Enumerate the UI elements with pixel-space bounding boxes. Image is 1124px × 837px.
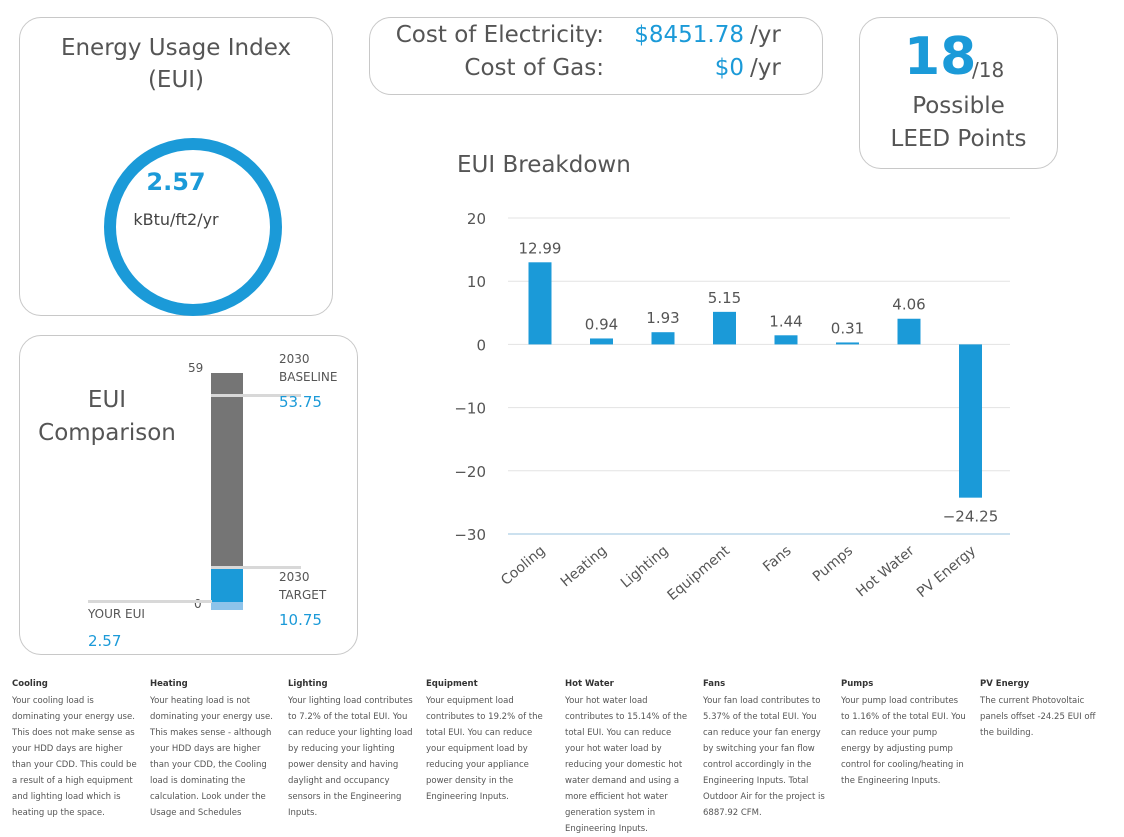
description-text: Your hot water load contributes to 15.14…	[565, 696, 688, 834]
description-fans: Fans Your fan load contributes to 5.37% o…	[703, 676, 828, 821]
leed-points-value: 18	[904, 27, 977, 87]
description-title: Pumps	[841, 679, 874, 689]
description-text: Your pump load contributes to 1.16% of t…	[841, 696, 966, 786]
x-tick-label: Heating	[558, 543, 610, 591]
bar-equipment	[713, 311, 736, 345]
your-eui-value: 2.57	[88, 632, 122, 650]
data-label: 1.93	[646, 309, 679, 327]
target-label: 2030 TARGET	[279, 568, 326, 604]
eui-title-line2: (EUI)	[147, 67, 205, 93]
x-tick-label: Hot Water	[853, 543, 917, 601]
description-equipment: Equipment Your equipment load contributes…	[426, 676, 551, 805]
baseline-label-line2: BASELINE	[279, 370, 338, 384]
target-label-line2: TARGET	[279, 588, 327, 602]
bar-pumps	[836, 342, 859, 345]
eui-breakdown-chart: 20 10 0 −10 −20 −30 12.99 Cooling 0.94 Heating 1.9…	[454, 210, 1010, 604]
bar-fans	[774, 335, 798, 345]
data-label: −24.25	[943, 508, 999, 526]
description-title: Heating	[150, 679, 188, 689]
baseline-label-line1: 2030	[279, 352, 310, 366]
eui-value: 2.57	[146, 168, 206, 196]
x-tick-label: Equipment	[665, 542, 734, 603]
comparison-max-label: 59	[188, 361, 204, 375]
description-title: Fans	[703, 679, 726, 689]
description-title: Hot Water	[565, 679, 614, 689]
description-hot-water: Hot Water Your hot water load contributes…	[565, 676, 690, 837]
electricity-cost-row: Cost of Electricity: $8451.78 /yr	[370, 22, 824, 56]
description-text: Your cooling load is dominating your ene…	[12, 696, 137, 818]
bar-cooling	[528, 262, 552, 345]
data-label: 5.15	[708, 289, 741, 307]
y-tick-label: −20	[454, 463, 486, 481]
y-tick-label: −10	[454, 400, 486, 418]
description-pumps: Pumps Your pump load contributes to 1.16%…	[841, 676, 966, 789]
description-text: Your heating load is not dominating your…	[150, 696, 273, 818]
description-text: Your lighting load contributes to 7.2% o…	[288, 696, 413, 818]
gas-cost-row: Cost of Gas: $0 /yr	[370, 55, 824, 89]
description-title: Lighting	[288, 679, 328, 689]
description-text: Your equipment load contributes to 19.2%…	[426, 696, 543, 802]
electricity-cost-value: $8451.78	[634, 22, 744, 48]
data-label: 1.44	[769, 312, 802, 330]
your-eui-bar	[211, 602, 243, 610]
description-text: Your fan load contributes to 5.37% of th…	[703, 696, 825, 818]
bar-hot-water	[897, 318, 921, 345]
x-tick-label: Cooling	[498, 543, 548, 589]
bar-lighting	[651, 332, 675, 345]
eui-comparison-card: EUI Comparison 59 0 2030 BASELINE 53.75 …	[19, 335, 358, 655]
gas-cost-value: $0	[714, 55, 744, 81]
data-label: 4.06	[892, 296, 925, 314]
eui-comparison-title: EUI Comparison	[32, 384, 182, 450]
gas-cost-label: Cost of Gas:	[464, 55, 604, 81]
target-value: 10.75	[279, 611, 322, 629]
description-pv-energy: PV Energy The current Photovoltaic panels…	[980, 676, 1105, 741]
y-tick-label: 10	[467, 273, 486, 291]
bar-pv-energy	[959, 344, 982, 498]
cost-card: Cost of Electricity: $8451.78 /yr Cost o…	[369, 17, 823, 95]
bar-heating	[590, 338, 613, 345]
leed-points-total: /18	[972, 58, 1005, 82]
data-label: 0.94	[585, 315, 618, 333]
leed-label: Possible LEED Points	[860, 90, 1057, 156]
eui-title-line1: Energy Usage Index	[60, 35, 292, 61]
baseline-value: 53.75	[279, 393, 322, 411]
description-title: Equipment	[426, 679, 478, 689]
chart-title: EUI Breakdown	[457, 152, 631, 178]
data-label: 12.99	[519, 239, 562, 257]
eui-comparison-title-line2: Comparison	[38, 420, 176, 446]
leed-card: 18 /18 Possible LEED Points	[859, 17, 1058, 169]
target-bar	[211, 568, 243, 603]
x-tick-label: Pumps	[810, 543, 856, 585]
y-tick-label: 20	[467, 210, 486, 228]
description-heating: Heating Your heating load is not dominati…	[150, 676, 275, 821]
baseline-marker-line	[211, 394, 301, 397]
your-eui-label: YOUR EUI	[88, 607, 145, 621]
y-tick-label: −30	[454, 526, 486, 544]
leed-label-line1: Possible	[912, 93, 1005, 119]
leed-label-line2: LEED Points	[890, 126, 1027, 152]
electricity-cost-label: Cost of Electricity:	[395, 22, 604, 48]
eui-title: Energy Usage Index (EUI)	[20, 32, 332, 96]
x-tick-label: Lighting	[618, 543, 672, 592]
comparison-zero-label: 0	[194, 597, 202, 611]
description-title: Cooling	[12, 679, 48, 689]
data-label: 0.31	[831, 319, 864, 337]
description-cooling: Cooling Your cooling load is dominating y…	[12, 676, 137, 821]
x-tick-label: PV Energy	[914, 543, 979, 601]
description-text: The current Photovoltaic panels offset -…	[980, 696, 1096, 738]
baseline-label: 2030 BASELINE	[279, 350, 337, 386]
y-tick-label: 0	[476, 336, 486, 354]
eui-comparison-title-line1: EUI	[87, 387, 127, 413]
target-marker-line	[211, 566, 301, 569]
your-eui-marker-line	[88, 600, 212, 603]
description-lighting: Lighting Your lighting load contributes t…	[288, 676, 413, 821]
eui-card: Energy Usage Index (EUI) 2.57 kBtu/ft2/y…	[19, 17, 333, 316]
electricity-cost-unit: /yr	[750, 22, 781, 48]
x-tick-label: Fans	[760, 543, 794, 576]
description-title: PV Energy	[980, 679, 1030, 689]
eui-unit: kBtu/ft2/yr	[133, 210, 219, 229]
target-label-line1: 2030	[279, 570, 310, 584]
gas-cost-unit: /yr	[750, 55, 781, 81]
